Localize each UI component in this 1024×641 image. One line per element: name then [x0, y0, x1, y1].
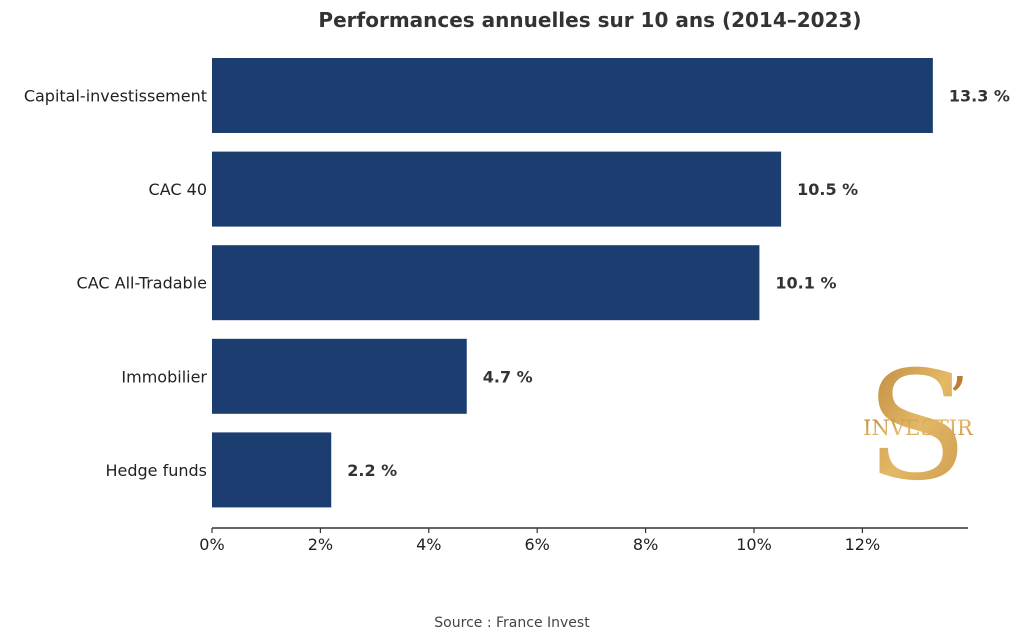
bar-4 [212, 432, 332, 508]
bar-0 [212, 58, 933, 133]
chart-title: Performances annuelles sur 10 ans (2014–… [318, 8, 861, 32]
x-tick-label-1: 2% [308, 535, 333, 554]
data-label-4: 2.2 % [347, 461, 397, 480]
logo-text: INVESTIR [863, 416, 974, 440]
category-label-1: CAC 40 [149, 180, 207, 199]
x-tick-label-3: 6% [525, 535, 550, 554]
x-tick-label-4: 8% [633, 535, 658, 554]
logo-letter: S [866, 340, 969, 514]
data-label-3: 4.7 % [483, 367, 533, 386]
category-labels: Capital-investissement CAC 40 CAC All-Trad… [24, 87, 208, 480]
data-label-2: 10.1 % [775, 274, 836, 293]
x-tick-label-6: 12% [845, 535, 881, 554]
x-tick-label-5: 10% [736, 535, 772, 554]
category-label-3: Immobilier [121, 367, 207, 386]
category-label-4: Hedge funds [105, 461, 207, 480]
x-tick-label-2: 4% [416, 535, 441, 554]
category-label-2: CAC All-Tradable [77, 274, 207, 293]
bar-1 [212, 151, 782, 227]
data-label-1: 10.5 % [797, 180, 858, 199]
x-axis-ticks: 0% 2% 4% 6% 8% 10% 12% [199, 528, 880, 554]
x-tick-label-0: 0% [199, 535, 224, 554]
value-labels: 13.3 % 10.5 % 10.1 % 4.7 % 2.2 % [347, 87, 1010, 480]
data-label-0: 13.3 % [949, 87, 1010, 106]
bar-2 [212, 245, 760, 321]
source-note: Source : France Invest [434, 615, 590, 631]
logo-apostrophe: ’ [948, 365, 967, 435]
logo: S ’ INVESTIR [863, 340, 974, 514]
bar-3 [212, 338, 467, 414]
bars-group [212, 58, 933, 508]
category-label-0: Capital-investissement [24, 87, 207, 106]
